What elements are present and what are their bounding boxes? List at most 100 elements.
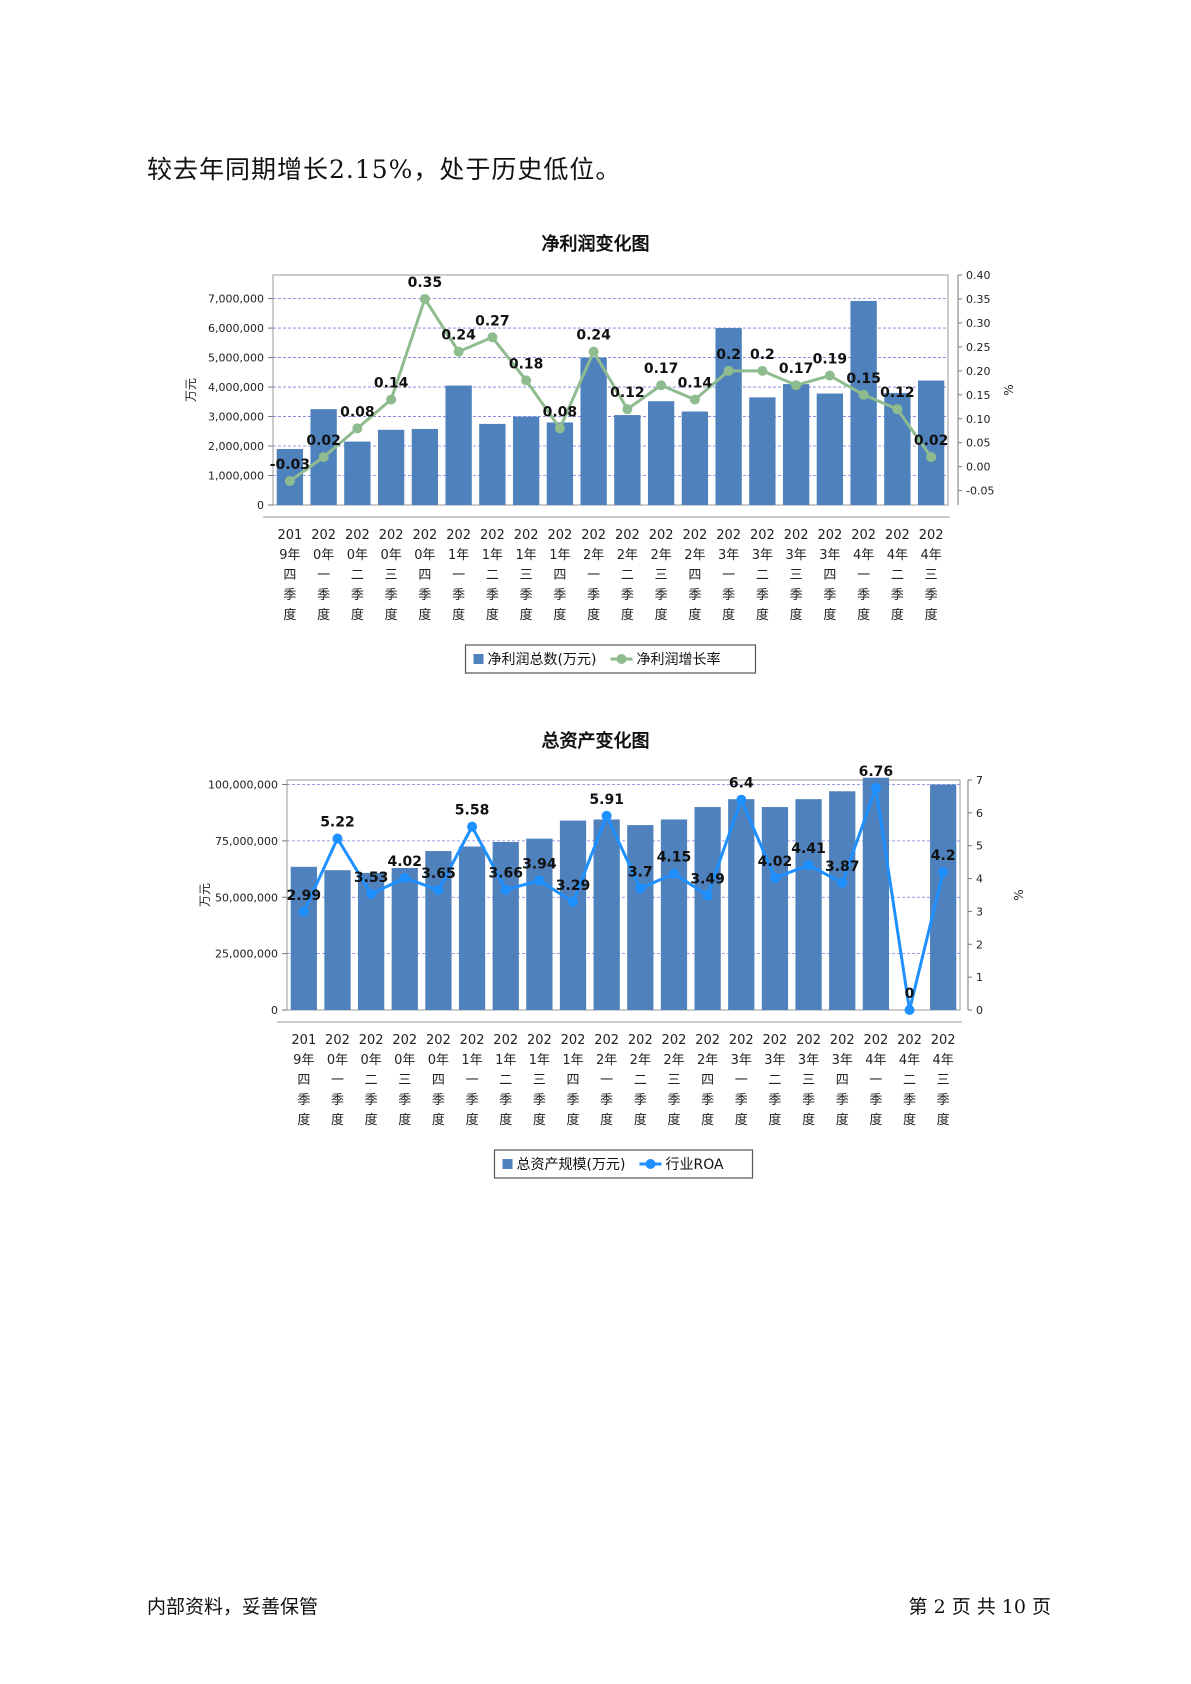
x-tick-label: 季 (297, 1093, 310, 1108)
line-point (904, 1005, 915, 1015)
x-tick-label: 202 (750, 528, 775, 543)
x-tick-label: 季 (351, 588, 364, 603)
x-tick-label: 度 (802, 1112, 815, 1128)
legend-line-label: 行业ROA (666, 1157, 725, 1173)
chart-title-net-profit: 净利润变化图 (541, 234, 650, 255)
x-tick-label: 季 (823, 588, 836, 603)
x-tick-label: 202 (392, 1033, 417, 1048)
line-point (467, 821, 478, 832)
x-tick-label: 0年 (428, 1053, 449, 1068)
x-tick-label: 1年 (549, 548, 570, 563)
x-tick-label: 一 (587, 568, 600, 583)
x-tick-label: 度 (756, 607, 769, 623)
x-tick-label: 3年 (731, 1053, 752, 1068)
x-tick-label: 度 (790, 607, 803, 623)
data-label: 0.24 (441, 328, 476, 344)
y2-tick-label: 4 (976, 873, 983, 886)
data-label: 0.08 (340, 404, 375, 420)
bar (694, 807, 721, 1010)
bar (377, 429, 405, 505)
bar (850, 300, 877, 505)
bar (627, 825, 654, 1010)
line-point (803, 860, 814, 871)
x-tick-label: 202 (897, 1033, 922, 1048)
data-label: 3.66 (488, 866, 523, 882)
y2-tick-label: -0.05 (966, 485, 994, 498)
x-tick-label: 季 (331, 1093, 344, 1108)
x-tick-label: 三 (533, 1073, 546, 1088)
bar (479, 423, 506, 505)
x-tick-label: 202 (695, 1033, 720, 1048)
bar (829, 791, 856, 1010)
x-tick-label: 季 (398, 1093, 411, 1108)
legend-box (464, 644, 757, 674)
x-tick-label: 季 (600, 1093, 613, 1108)
bar (782, 384, 810, 505)
x-tick-label: 202 (796, 1033, 821, 1048)
x-tick-label: 202 (547, 528, 572, 543)
y-tick-label: 75,000,000 (215, 835, 278, 848)
x-tick-label: 度 (937, 1112, 950, 1128)
x-tick-label: 季 (317, 588, 330, 603)
line-point (656, 380, 667, 391)
x-tick-label: 季 (283, 588, 296, 603)
bar (512, 416, 540, 505)
bar (344, 441, 371, 505)
x-tick-label: 一 (452, 568, 465, 583)
x-tick-label: 4年 (920, 548, 941, 563)
x-tick-label: 4年 (933, 1053, 954, 1068)
x-tick-label: 202 (594, 1033, 619, 1048)
x-tick-label: 二 (903, 1073, 916, 1088)
line-point (769, 872, 780, 883)
x-tick-label: 四 (283, 568, 296, 583)
legend-line-marker (645, 1159, 656, 1169)
x-tick-label: 度 (621, 607, 634, 623)
line-point (668, 868, 679, 879)
x-tick-label: 202 (426, 1033, 451, 1048)
x-tick-label: 2年 (650, 548, 671, 563)
net-profit-chart: 0 1,000,000 2,000,000 3,000,000 4,000,000 5,0… (184, 269, 1016, 674)
line-point (870, 782, 881, 793)
x-tick-label: 度 (634, 1112, 647, 1128)
x-tick-label: 一 (857, 568, 870, 583)
data-label: 0.17 (644, 361, 679, 377)
x-tick-label: 0年 (347, 548, 368, 563)
x-tick-label: 3年 (718, 548, 739, 563)
line-point (453, 346, 464, 357)
x-tick-label: 度 (768, 1112, 781, 1128)
x-tick-label: 二 (621, 568, 634, 583)
x-tick-label: 度 (486, 607, 499, 623)
x-tick-label: 202 (412, 528, 437, 543)
x-tick-label: 季 (365, 1093, 378, 1108)
x-tick-label: 三 (398, 1073, 411, 1088)
y2-tick-label: 1 (976, 971, 983, 984)
data-label: 6.76 (859, 764, 894, 780)
x-tick-label: 季 (836, 1093, 849, 1108)
line-point (487, 332, 498, 343)
x-tick-label: 0年 (360, 1053, 381, 1068)
line-point (568, 896, 579, 907)
bar (458, 846, 486, 1010)
x-tick-label: 度 (317, 607, 330, 623)
data-label: 0.2 (716, 347, 741, 363)
x-tick-label: 2年 (596, 1053, 617, 1068)
x-tick-label: 1年 (562, 1053, 583, 1068)
x-tick-label: 202 (493, 1033, 518, 1048)
x-tick-label: 度 (735, 1112, 748, 1128)
y-axis-title: 万元 (184, 378, 198, 402)
legend-box (493, 1149, 754, 1179)
line-point (521, 375, 532, 386)
x-tick-label: 4年 (887, 548, 908, 563)
x-tick-label: 度 (701, 1112, 714, 1128)
line-point (500, 884, 511, 895)
bar (411, 428, 439, 505)
x-tick-label: 度 (520, 607, 533, 623)
y2-tick-label: 0.20 (966, 365, 991, 378)
x-tick-label: 1年 (448, 548, 469, 563)
data-label: 4.2 (931, 848, 956, 864)
x-tick-label: 季 (466, 1093, 479, 1108)
line-point (926, 452, 937, 463)
x-tick-label: 一 (466, 1073, 479, 1088)
x-tick-label: 一 (600, 1073, 613, 1088)
x-tick-label: 202 (763, 1033, 788, 1048)
